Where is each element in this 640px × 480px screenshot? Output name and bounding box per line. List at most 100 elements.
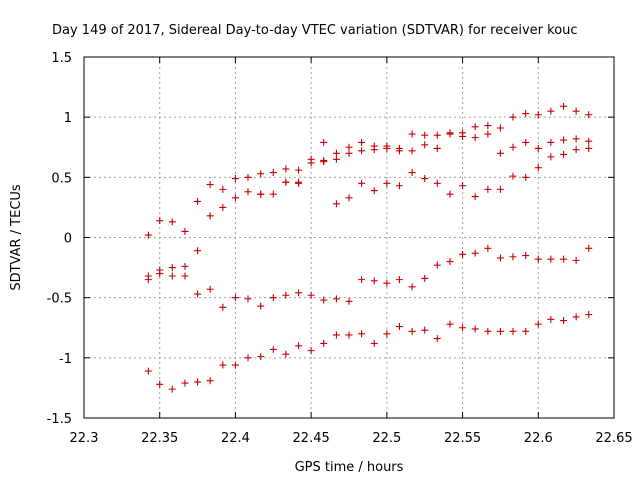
y-tick-label: -1	[59, 352, 72, 367]
data-point	[332, 200, 340, 208]
y-tick-label: -1.5	[47, 412, 72, 427]
data-point	[484, 122, 492, 130]
data-point	[534, 255, 542, 263]
chart-title: Day 149 of 2017, Sidereal Day-to-day VTE…	[52, 23, 578, 38]
data-point	[560, 150, 568, 158]
data-point	[395, 323, 403, 331]
data-point	[206, 285, 214, 293]
data-point	[282, 350, 290, 358]
data-point	[496, 254, 504, 262]
data-point	[560, 136, 568, 144]
data-points	[144, 102, 593, 393]
data-point	[358, 276, 366, 284]
data-point	[572, 256, 580, 264]
data-point	[244, 173, 252, 181]
data-point	[332, 149, 340, 157]
data-point	[560, 255, 568, 263]
data-point	[332, 331, 340, 339]
data-point	[181, 379, 189, 387]
data-point	[257, 190, 265, 198]
data-point	[332, 295, 340, 303]
data-point	[345, 297, 353, 305]
data-point	[408, 283, 416, 291]
data-point	[320, 138, 328, 146]
axis-ticks: 22.3 22.35 22.4 22.45 22.5 22.55 22.6 22.65 1.5 1…	[47, 51, 633, 446]
data-point	[219, 361, 227, 369]
data-point	[433, 261, 441, 269]
data-point	[231, 361, 239, 369]
data-point	[471, 123, 479, 131]
data-point	[522, 110, 530, 118]
data-point	[509, 143, 517, 151]
data-point	[484, 130, 492, 138]
data-point	[219, 203, 227, 211]
data-point	[282, 291, 290, 299]
data-point	[459, 250, 467, 258]
data-point	[534, 111, 542, 119]
data-point	[168, 385, 176, 393]
data-point	[459, 132, 467, 140]
data-point	[295, 342, 303, 350]
data-point	[295, 179, 303, 187]
data-point	[484, 327, 492, 335]
data-point	[484, 185, 492, 193]
data-point	[522, 252, 530, 260]
data-point	[522, 138, 530, 146]
data-point	[471, 249, 479, 257]
data-point	[345, 143, 353, 151]
data-point	[206, 212, 214, 220]
x-tick-label: 22.4	[221, 431, 250, 446]
data-point	[509, 113, 517, 121]
x-tick-label: 22.35	[141, 431, 178, 446]
data-point	[534, 144, 542, 152]
data-point	[358, 179, 366, 187]
y-tick-label: 1.5	[51, 51, 72, 66]
data-point	[156, 217, 164, 225]
data-point	[459, 324, 467, 332]
data-point	[307, 291, 315, 299]
data-point	[181, 272, 189, 280]
data-point	[572, 135, 580, 143]
data-point	[282, 165, 290, 173]
data-point	[395, 147, 403, 155]
data-point	[307, 347, 315, 355]
data-point	[219, 303, 227, 311]
data-point	[358, 147, 366, 155]
data-point	[421, 274, 429, 282]
data-point	[471, 134, 479, 142]
data-point	[496, 124, 504, 132]
data-point	[433, 131, 441, 139]
data-point	[383, 144, 391, 152]
data-point	[471, 193, 479, 201]
data-point	[156, 380, 164, 388]
y-tick-label: 0	[64, 232, 72, 247]
data-point	[547, 153, 555, 161]
data-point	[585, 144, 593, 152]
data-point	[446, 190, 454, 198]
data-point	[345, 331, 353, 339]
data-point	[585, 311, 593, 319]
data-point	[509, 172, 517, 180]
data-point	[383, 279, 391, 287]
data-point	[446, 258, 454, 266]
data-point	[585, 137, 593, 145]
data-point	[231, 294, 239, 302]
data-point	[370, 187, 378, 195]
data-point	[408, 130, 416, 138]
x-tick-label: 22.5	[372, 431, 401, 446]
data-point	[547, 107, 555, 115]
x-tick-label: 22.6	[524, 431, 553, 446]
data-point	[358, 330, 366, 338]
data-point	[168, 272, 176, 280]
y-tick-label: -0.5	[47, 292, 72, 307]
y-tick-label: 0.5	[51, 171, 72, 186]
data-point	[144, 231, 152, 239]
data-point	[421, 141, 429, 149]
data-point	[496, 185, 504, 193]
data-point	[269, 345, 277, 353]
data-point	[307, 155, 315, 163]
data-point	[257, 170, 265, 178]
data-point	[522, 327, 530, 335]
data-point	[585, 111, 593, 119]
